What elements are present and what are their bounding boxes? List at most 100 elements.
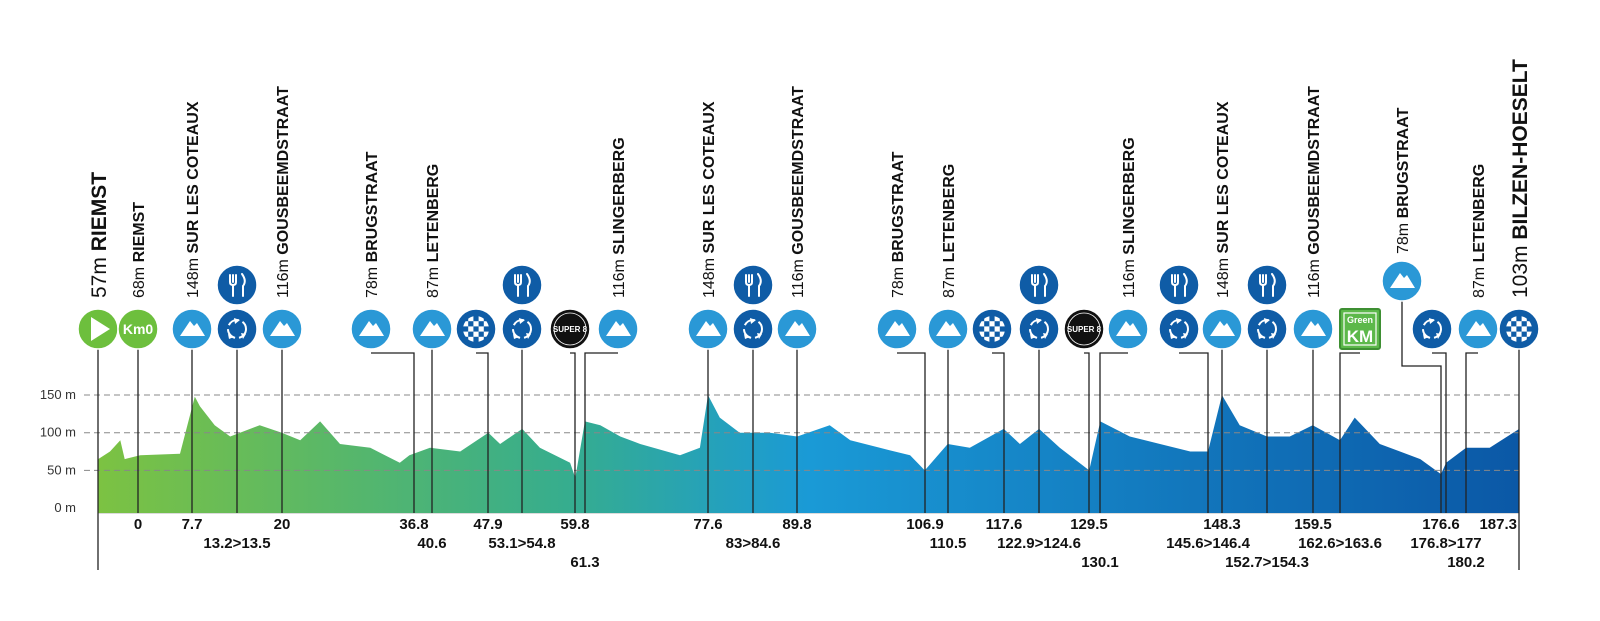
altitude: 116m bbox=[275, 259, 292, 298]
location-label: 87m LETENBERG bbox=[941, 164, 958, 298]
km-label: 77.6 bbox=[693, 516, 722, 533]
mountain-glyph bbox=[936, 321, 961, 336]
location-name: GOUSBEEMDSTRAAT bbox=[275, 86, 292, 255]
icon-text: KM bbox=[1347, 327, 1373, 346]
altitude: 78m bbox=[890, 267, 907, 298]
location-name: RIEMST bbox=[131, 202, 148, 263]
icon bbox=[1246, 264, 1288, 306]
location-label: 116m SLINGERBERG bbox=[1121, 137, 1138, 298]
checker-square bbox=[1526, 326, 1532, 332]
icon bbox=[411, 308, 453, 350]
location-name: BRUGSTRAAT bbox=[364, 151, 381, 262]
icon-text: SUPER 8 bbox=[553, 325, 588, 334]
icon: SUPER 8 bbox=[1063, 308, 1105, 350]
km-label: 47.9 bbox=[473, 516, 502, 533]
connector bbox=[1179, 352, 1209, 513]
icon bbox=[1381, 260, 1423, 302]
icon-ring bbox=[1067, 312, 1101, 346]
icon-circle bbox=[1158, 308, 1200, 350]
icon-circle bbox=[732, 264, 774, 306]
mountain-glyph bbox=[1210, 321, 1235, 336]
checker-square bbox=[483, 336, 489, 342]
mountain-glyph bbox=[420, 321, 445, 336]
checker-square bbox=[979, 316, 985, 322]
km-label: 7.7 bbox=[182, 516, 203, 533]
icon bbox=[1411, 308, 1453, 350]
checker-square bbox=[483, 326, 489, 332]
elevation-area bbox=[98, 395, 1520, 513]
mountain-glyph bbox=[606, 321, 631, 336]
recycle-arrow bbox=[744, 318, 762, 339]
icon-circle bbox=[117, 308, 159, 350]
icon bbox=[1246, 308, 1288, 350]
icon bbox=[732, 264, 774, 306]
checker-square bbox=[994, 331, 1000, 337]
connector bbox=[1465, 352, 1478, 513]
recycle-arrow bbox=[1258, 318, 1276, 339]
icon-text: Green bbox=[1347, 315, 1373, 325]
food-glyph bbox=[745, 273, 762, 297]
checker-square bbox=[1506, 326, 1512, 332]
icon-circle bbox=[501, 264, 543, 306]
icon bbox=[971, 308, 1013, 350]
mountain-glyph bbox=[1301, 321, 1326, 336]
icon-ring bbox=[553, 312, 587, 346]
checker-square bbox=[1521, 331, 1527, 337]
location-name: LETENBERG bbox=[1471, 164, 1488, 263]
icon bbox=[1457, 308, 1499, 350]
location-name: SLINGERBERG bbox=[1121, 137, 1138, 254]
checker bbox=[463, 316, 489, 342]
checker-square bbox=[473, 326, 479, 332]
altitude: 103m bbox=[1509, 245, 1532, 298]
checker-square bbox=[1506, 336, 1512, 342]
checker bbox=[1506, 316, 1532, 342]
y-tick-label: 0 m bbox=[54, 500, 76, 515]
km-label: 129.5 bbox=[1070, 516, 1108, 533]
checker-square bbox=[989, 336, 995, 342]
km-label: 180.2 bbox=[1447, 554, 1485, 571]
icon-circle bbox=[216, 308, 258, 350]
icon-circle bbox=[216, 264, 258, 306]
location-label: 103m BILZEN-HOESELT bbox=[1509, 59, 1532, 298]
km-label: 187.3 bbox=[1479, 516, 1517, 533]
checker-square bbox=[1511, 321, 1517, 327]
icon bbox=[501, 264, 543, 306]
location-label: 68m RIEMST bbox=[131, 202, 148, 298]
icon-text: SUPER 8 bbox=[1067, 325, 1102, 334]
icon bbox=[1158, 264, 1200, 306]
icon bbox=[1018, 264, 1060, 306]
checker-square bbox=[984, 321, 990, 327]
icon bbox=[1158, 308, 1200, 350]
icon bbox=[350, 308, 392, 350]
altitude: 116m bbox=[790, 259, 807, 298]
connector bbox=[1432, 352, 1447, 513]
connector bbox=[1099, 352, 1128, 513]
connector bbox=[371, 352, 415, 513]
checker-square bbox=[1516, 336, 1522, 342]
km-label: 61.3 bbox=[570, 554, 599, 571]
icon-circle bbox=[1018, 264, 1060, 306]
food-glyph bbox=[1171, 273, 1188, 297]
icon: Green KM bbox=[1339, 308, 1381, 350]
checker-square bbox=[979, 326, 985, 332]
km-label: 40.6 bbox=[417, 535, 446, 552]
checker-square bbox=[1511, 331, 1517, 337]
km-label: 20 bbox=[274, 516, 291, 533]
food-glyph bbox=[229, 273, 246, 297]
icon-circle bbox=[1246, 264, 1288, 306]
km-label: 36.8 bbox=[399, 516, 428, 533]
icon bbox=[501, 308, 543, 350]
location-name: SUR LES COTEAUX bbox=[1215, 101, 1232, 253]
icon-box bbox=[1339, 308, 1381, 350]
icon bbox=[171, 308, 213, 350]
checker-square bbox=[473, 316, 479, 322]
location-label: 148m SUR LES COTEAUX bbox=[1215, 101, 1232, 298]
location-name: BRUGSTRAAT bbox=[890, 151, 907, 262]
km-label: 130.1 bbox=[1081, 554, 1119, 571]
icon-circle bbox=[732, 308, 774, 350]
location-label: 78m BRUGSTRAAT bbox=[890, 151, 907, 298]
km-label: 89.8 bbox=[782, 516, 811, 533]
location-name: SUR LES COTEAUX bbox=[185, 101, 202, 253]
altitude: 57m bbox=[88, 257, 111, 298]
